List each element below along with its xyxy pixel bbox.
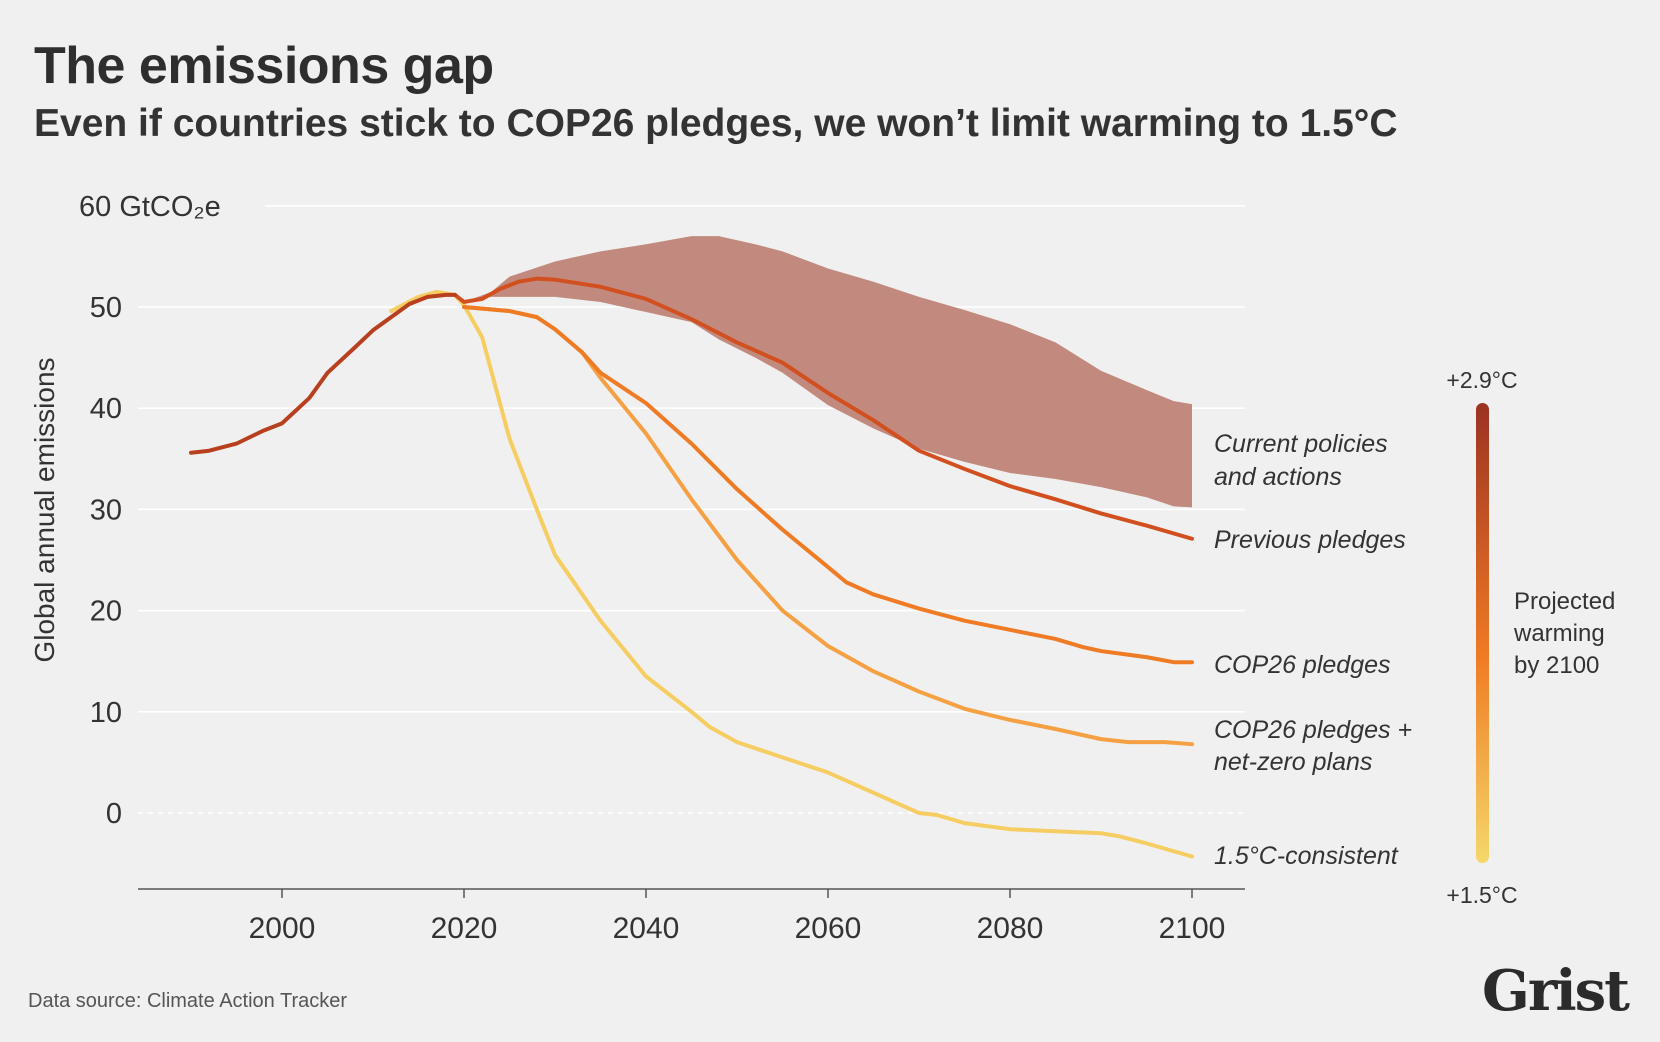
- legend-max-label: +2.9°C: [1446, 367, 1517, 393]
- x-tick-label: 2040: [613, 912, 680, 945]
- band-label: Current policies: [1214, 430, 1388, 458]
- x-tick-label: 2080: [977, 912, 1044, 945]
- band-label: and actions: [1214, 463, 1342, 491]
- data-source: Data source: Climate Action Tracker: [28, 990, 348, 1012]
- y-tick-label: 10: [90, 697, 122, 729]
- y-unit-label: 60 GtCO₂e: [79, 191, 221, 223]
- y-tick-label: 30: [90, 494, 122, 526]
- y-tick-label: 0: [106, 798, 122, 830]
- chart-subtitle: Even if countries stick to COP26 pledges…: [34, 102, 1398, 145]
- series-label: net-zero plans: [1214, 748, 1372, 776]
- series-line-1-5-c-consistent: [389, 289, 1194, 859]
- chart-title: The emissions gap: [34, 37, 494, 95]
- legend-min-label: +1.5°C: [1446, 882, 1517, 908]
- y-tick-label: 40: [90, 393, 122, 425]
- series-line-cop26-pledges: [462, 305, 1194, 665]
- grist-logo: Grist: [1482, 958, 1630, 1024]
- x-tick-label: 2060: [795, 912, 862, 945]
- legend-title: warming: [1513, 620, 1605, 647]
- series-label: 1.5°C-consistent: [1214, 842, 1399, 870]
- y-axis-title: Global annual emissions: [29, 357, 60, 662]
- legend-title: by 2100: [1514, 652, 1599, 679]
- x-tick-label: 2000: [249, 912, 316, 945]
- y-tick-label: 50: [90, 292, 122, 324]
- series-line-historical: [189, 292, 457, 455]
- x-tick-label: 2020: [431, 912, 498, 945]
- x-tick-label: 2100: [1159, 912, 1226, 945]
- series-label: Previous pledges: [1214, 526, 1406, 554]
- legend-title: Projected: [1514, 588, 1615, 615]
- series-label: COP26 pledges: [1214, 651, 1391, 679]
- current-policies-band: [464, 236, 1192, 508]
- warming-color-scale: [1476, 403, 1489, 863]
- series-line-previous-pledges: [452, 276, 1194, 541]
- y-tick-label: 20: [90, 596, 122, 628]
- series-label: COP26 pledges +: [1214, 716, 1412, 744]
